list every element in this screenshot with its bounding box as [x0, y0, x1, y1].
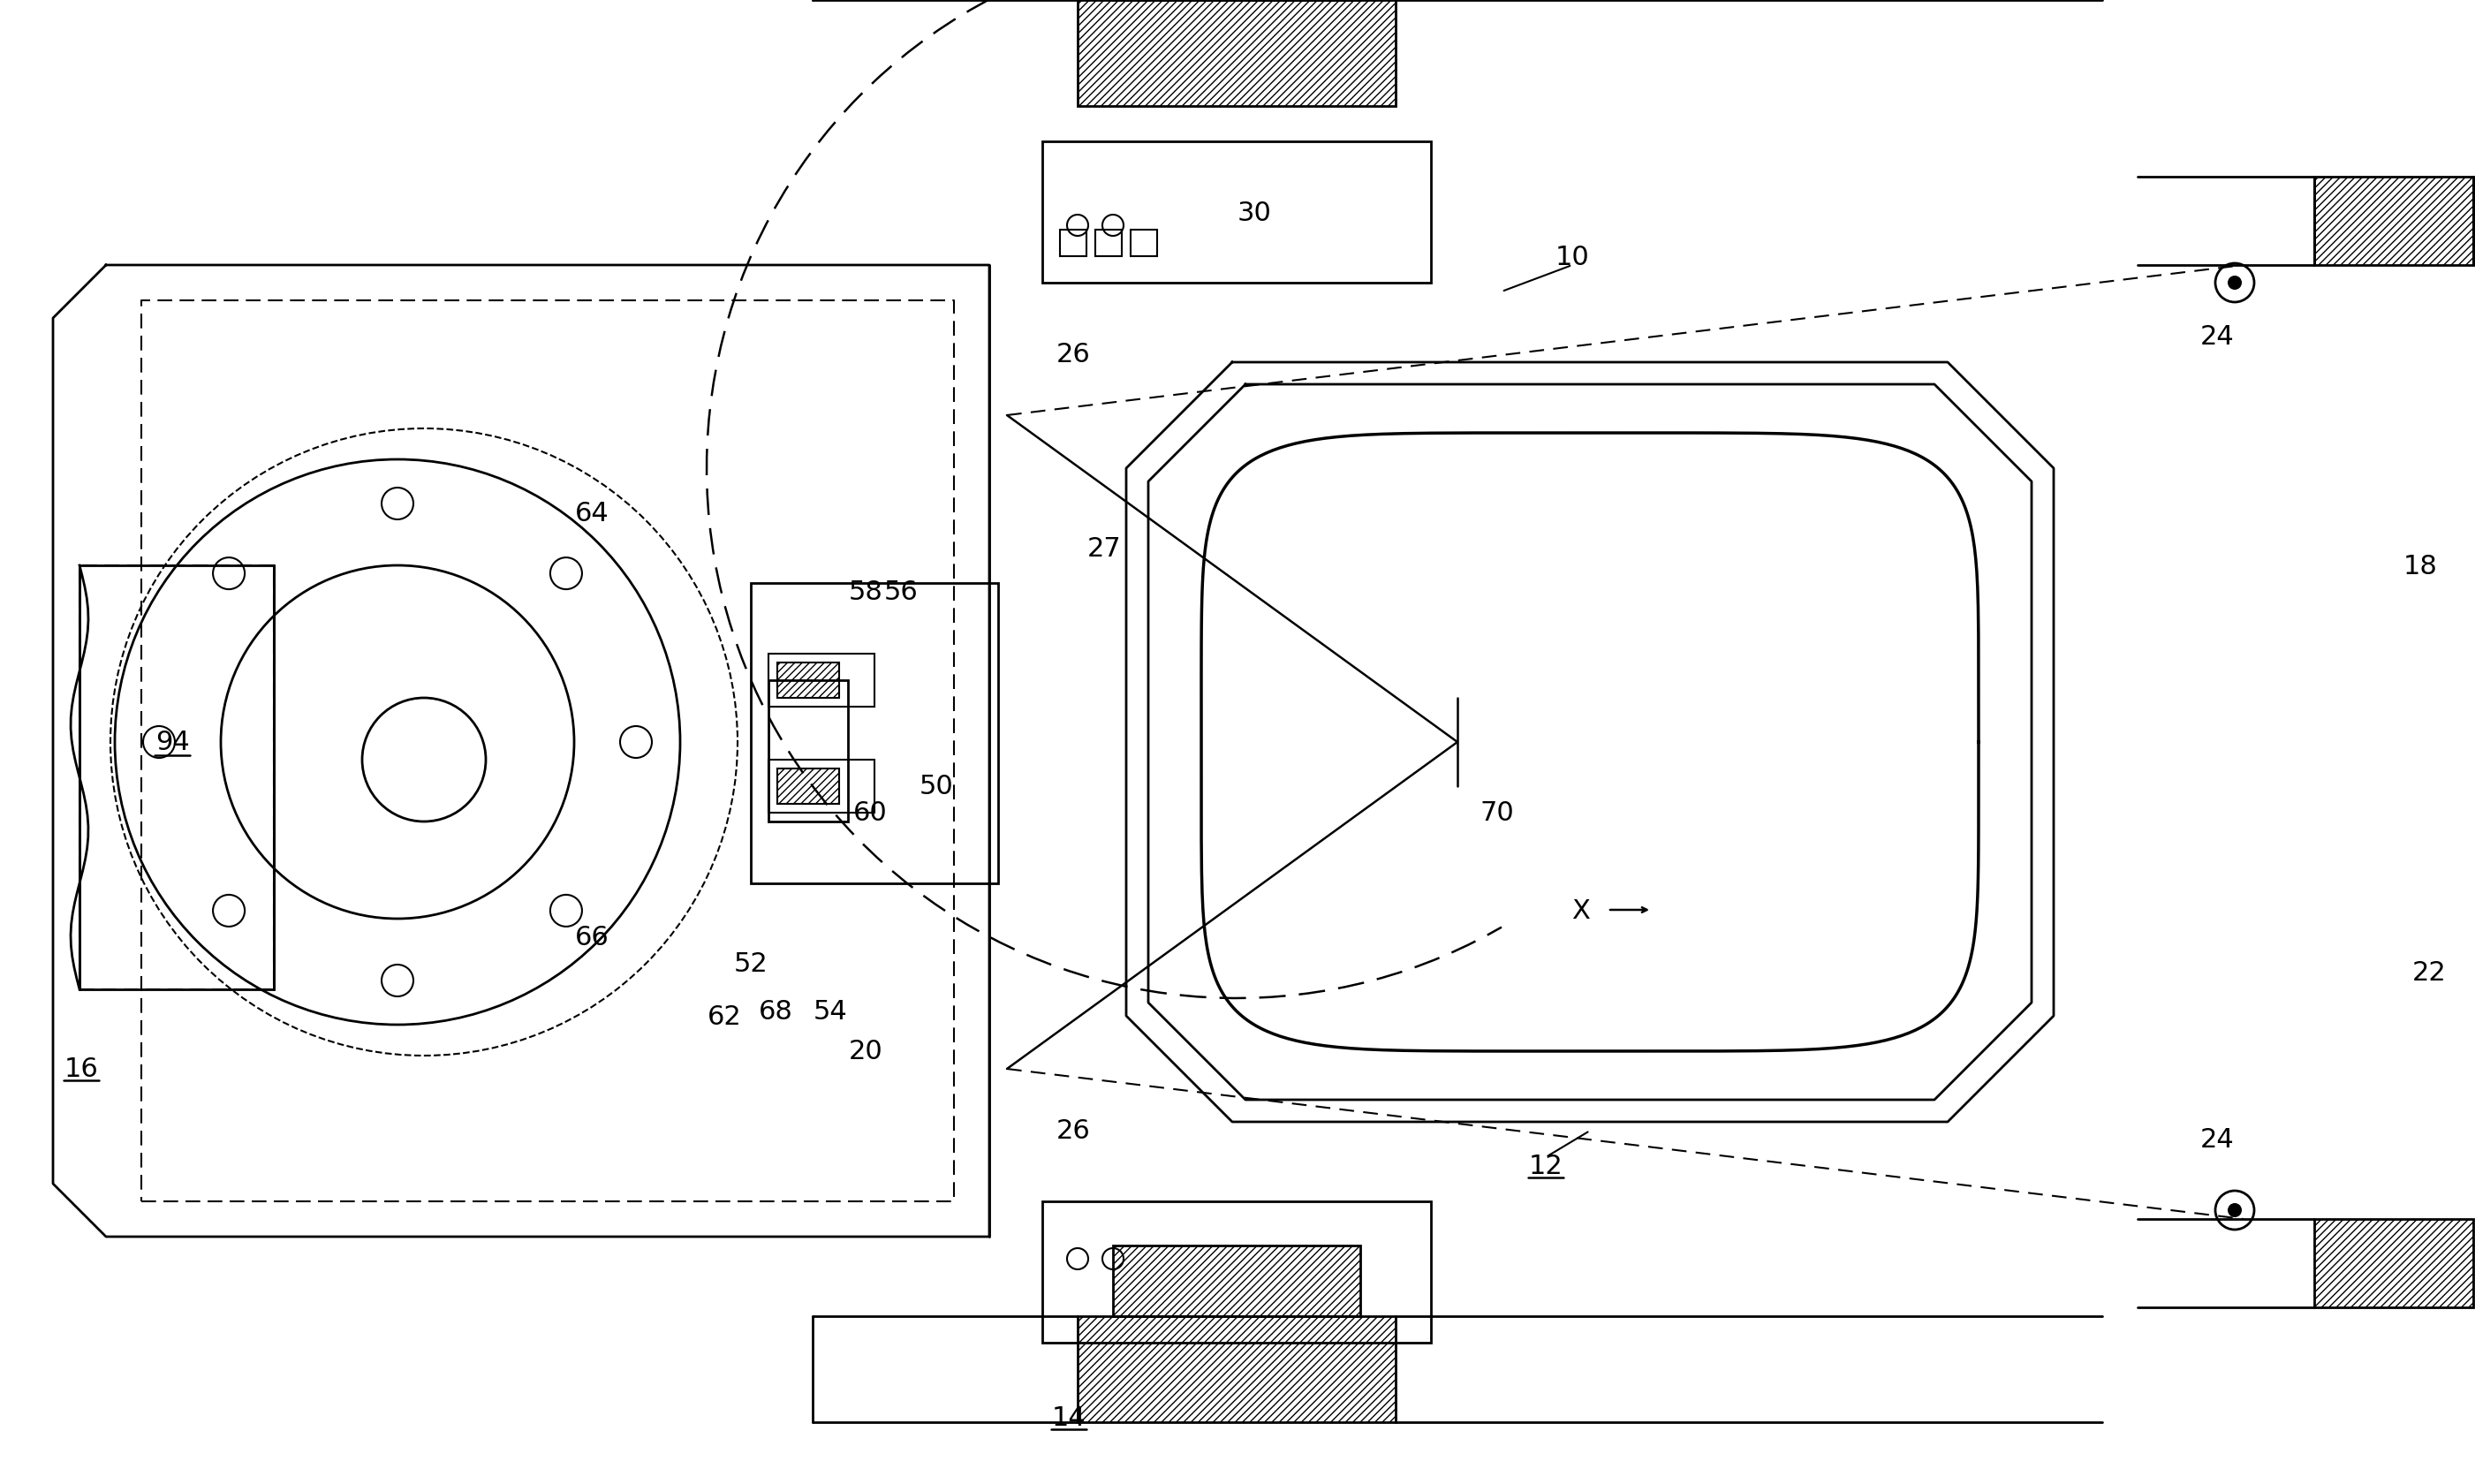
Text: 94: 94 [156, 730, 191, 755]
Text: 50: 50 [918, 773, 953, 800]
Text: 30: 30 [1238, 200, 1272, 226]
Bar [1096, 230, 1121, 257]
Text: 22: 22 [2413, 959, 2445, 985]
Text: 62: 62 [708, 1003, 742, 1028]
Bar [1059, 230, 1087, 257]
Text: X: X [1572, 898, 1591, 923]
Text: 10: 10 [1554, 243, 1589, 270]
Text: 60: 60 [854, 800, 886, 827]
Polygon shape [777, 769, 839, 804]
Text: 58: 58 [849, 580, 884, 605]
Bar [767, 654, 874, 708]
Text: 64: 64 [574, 500, 609, 525]
Text: 24: 24 [2200, 324, 2235, 349]
Text: 26: 26 [1057, 341, 1091, 367]
Bar [767, 681, 849, 822]
Text: 12: 12 [1530, 1153, 1562, 1178]
Bar [767, 760, 874, 813]
Text: 20: 20 [849, 1039, 884, 1064]
Text: 56: 56 [884, 580, 918, 605]
Text: 66: 66 [574, 925, 609, 950]
Text: 18: 18 [2403, 554, 2438, 579]
Text: 27: 27 [1087, 536, 1121, 561]
Text: 68: 68 [757, 999, 792, 1024]
Text: 52: 52 [733, 950, 767, 976]
Text: 70: 70 [1480, 800, 1515, 827]
Circle shape [2228, 1204, 2242, 1217]
Polygon shape [777, 663, 839, 699]
Text: 14: 14 [1052, 1405, 1087, 1431]
Text: 54: 54 [814, 999, 846, 1024]
Text: 24: 24 [2200, 1126, 2235, 1153]
Bar [750, 583, 997, 883]
Circle shape [2228, 276, 2242, 291]
Bar [79, 565, 275, 990]
Bar [1131, 230, 1158, 257]
Text: 26: 26 [1057, 1117, 1091, 1144]
Text: 16: 16 [64, 1057, 99, 1082]
